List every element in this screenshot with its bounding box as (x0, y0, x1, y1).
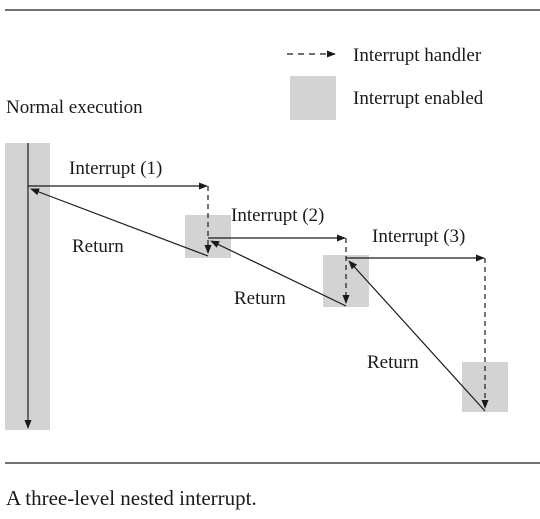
figure-caption: A three-level nested interrupt. (6, 486, 257, 510)
return-1-arrow (30, 188, 209, 257)
enabled-box-2 (323, 255, 369, 307)
return-2-label: Return (234, 288, 286, 309)
legend-handler-label: Interrupt handler (353, 45, 482, 66)
legend-enabled-swatch (290, 76, 336, 120)
return-2-arrow (210, 240, 347, 307)
interrupt-3-label: Interrupt (3) (372, 226, 465, 247)
return-3-label: Return (367, 352, 419, 373)
interrupt-2-label: Interrupt (2) (231, 205, 324, 226)
legend-enabled-label: Interrupt enabled (353, 88, 484, 109)
return-3-arrow (348, 260, 486, 412)
legend: Interrupt handler Interrupt enabled (287, 45, 484, 120)
normal-execution-label: Normal execution (6, 97, 143, 118)
interrupt-1-label: Interrupt (1) (69, 158, 162, 179)
return-1-label: Return (72, 236, 124, 257)
